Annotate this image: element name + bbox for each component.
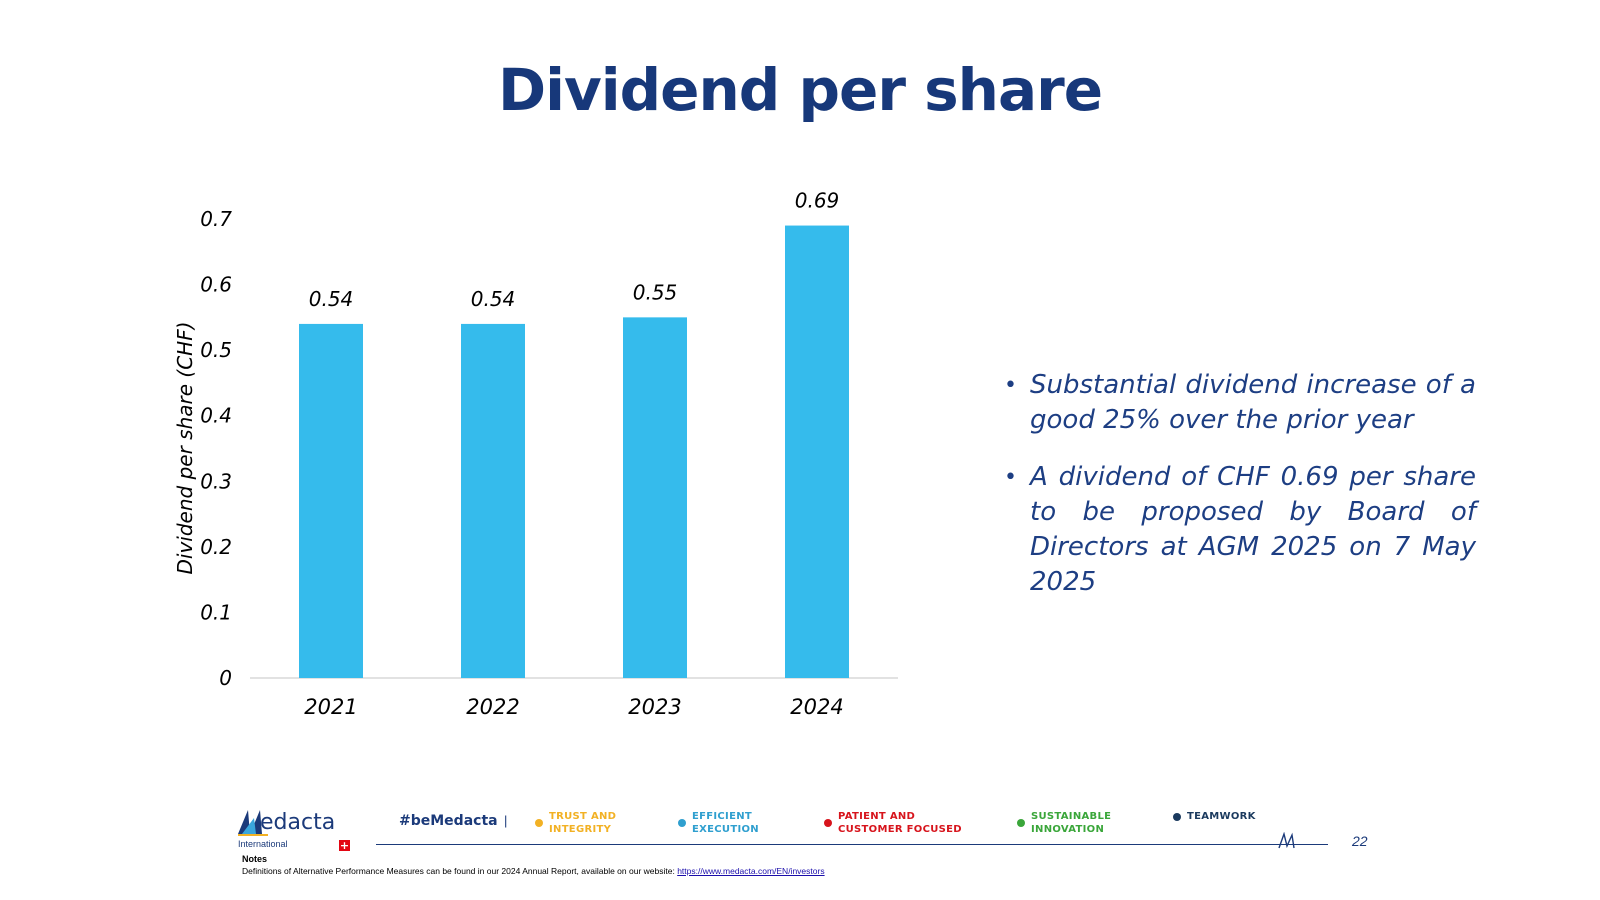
bullet-item: • A dividend of CHF 0.69 per share to be … (1004, 460, 1476, 600)
y-tick-label: 0.5 (200, 338, 232, 362)
y-tick-label: 0.7 (200, 207, 232, 231)
swiss-flag-icon: + (339, 839, 350, 852)
slide-title: Dividend per share (497, 56, 1103, 124)
x-tick-label: 2022 (466, 695, 519, 719)
footer-divider (376, 844, 1328, 845)
y-tick-label: 0.4 (200, 404, 232, 428)
data-label: 0.55 (633, 280, 678, 304)
x-tick-label: 2024 (790, 695, 843, 719)
y-tick-label: 0.6 (200, 273, 232, 297)
footer-m-signature-icon (1278, 832, 1295, 849)
value-dot-icon (1017, 819, 1025, 827)
notes-body: Definitions of Alternative Performance M… (242, 866, 678, 876)
value-sustainable-innovation: SUSTAINABLE INNOVATION (1017, 810, 1111, 836)
dividend-bar-chart: 0 0.1 0.2 0.3 0.4 0.5 0.6 0.7 0.54 2021 0.54 2022 0.… (173, 189, 898, 719)
value-dot-icon (824, 819, 832, 827)
x-tick-label: 2021 (304, 695, 357, 719)
value-dot-icon (535, 819, 543, 827)
notes-heading: Notes (242, 854, 268, 864)
bullet-item: • Substantial dividend increase of a good… (1004, 368, 1476, 438)
hashtag-label: #beMedacta (399, 813, 498, 829)
bullet-dot-icon: • (1004, 465, 1017, 490)
logo-subtitle: International (238, 839, 288, 849)
bullet-text: A dividend of CHF 0.69 per share to be p… (1030, 462, 1476, 597)
page-number: 22 (1352, 833, 1368, 849)
data-label: 0.54 (471, 287, 516, 311)
medacta-logo: edacta International (238, 806, 350, 856)
bar (785, 225, 849, 679)
bullet-list: • Substantial dividend increase of a good… (1004, 368, 1476, 622)
value-label: TEAMWORK (1187, 811, 1256, 822)
x-tick-label: 2023 (628, 695, 681, 719)
bullet-text: Substantial dividend increase of a good … (1030, 370, 1476, 435)
logo-m-sail-icon (238, 810, 268, 836)
y-tick-label: 0 (219, 666, 232, 690)
logo-wordmark: edacta (260, 810, 336, 835)
investors-link[interactable]: https://www.medacta.com/EN/investors (677, 866, 825, 876)
value-label: EFFICIENT EXECUTION (692, 811, 759, 835)
value-patient-customer: PATIENT AND CUSTOMER FOCUSED (824, 810, 962, 836)
bullet-dot-icon: • (1004, 373, 1017, 398)
value-label: SUSTAINABLE INNOVATION (1031, 811, 1112, 835)
value-trust-integrity: TRUST AND INTEGRITY (535, 810, 616, 836)
y-tick-label: 0.1 (200, 600, 232, 624)
value-label: PATIENT AND CUSTOMER FOCUSED (838, 811, 962, 835)
value-label: TRUST AND INTEGRITY (549, 811, 617, 835)
bar (299, 323, 363, 678)
value-efficient-execution: EFFICIENT EXECUTION (678, 810, 759, 836)
value-dot-icon (1173, 812, 1181, 821)
y-tick-label: 0.2 (200, 535, 232, 559)
data-label: 0.69 (795, 189, 840, 213)
value-teamwork: TEAMWORK (1173, 810, 1256, 823)
value-dot-icon (678, 819, 686, 827)
data-label: 0.54 (309, 287, 354, 311)
notes-text: Definitions of Alternative Performance M… (242, 866, 825, 876)
bar (623, 317, 687, 678)
y-tick-label: 0.3 (200, 469, 232, 493)
hashtag-separator: | (504, 813, 508, 828)
bar (461, 323, 525, 678)
y-axis-label: Dividend per share (CHF) (173, 321, 197, 574)
